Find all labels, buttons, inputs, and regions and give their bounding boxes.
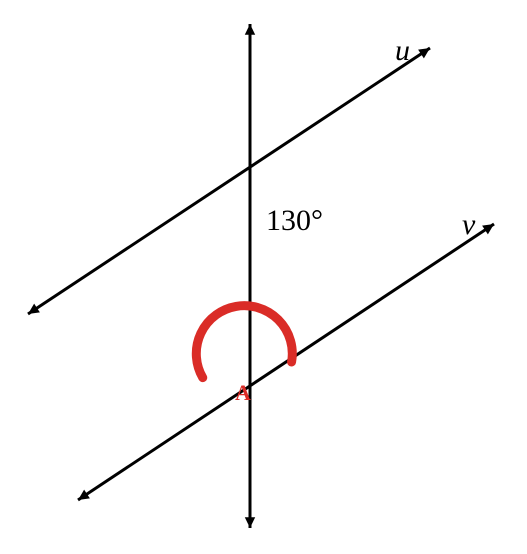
label-v: v	[462, 208, 476, 241]
label-u: u	[395, 34, 410, 67]
label-angle-130: 130°	[266, 204, 323, 237]
label-angle-a: A	[235, 380, 251, 405]
